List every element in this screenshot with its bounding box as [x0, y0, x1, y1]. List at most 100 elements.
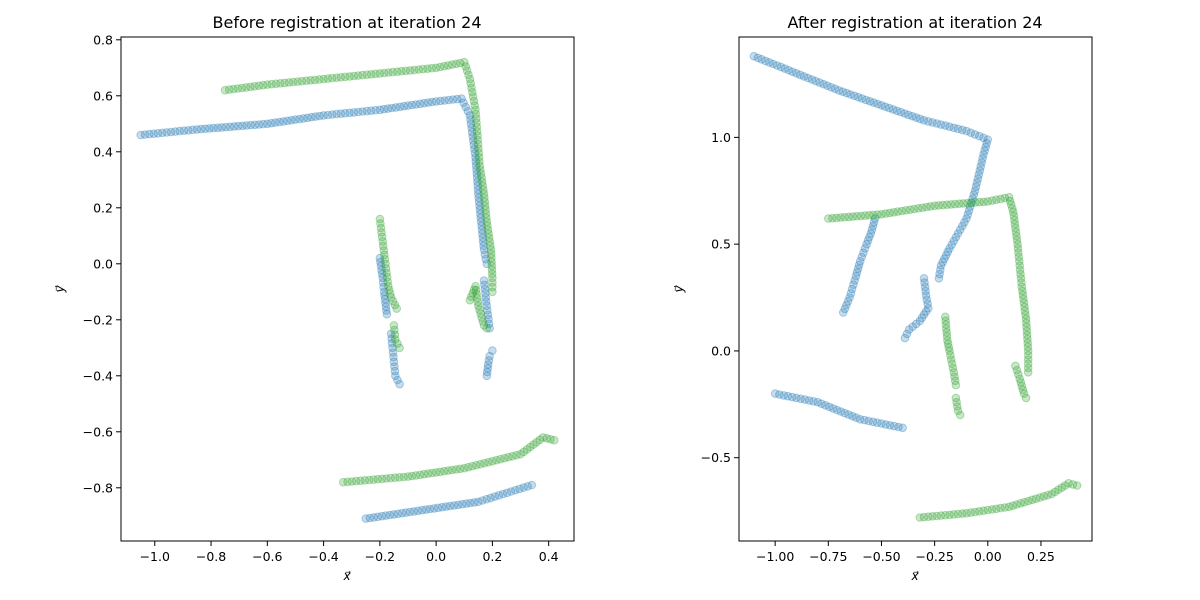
scatter-point — [888, 105, 898, 114]
scatter-point — [853, 264, 863, 274]
scatter-point — [1022, 318, 1031, 328]
scatter-point — [474, 301, 483, 311]
scatter-point — [431, 97, 441, 106]
scatter-point — [942, 328, 952, 337]
scatter-point — [474, 197, 484, 207]
scatter-point — [472, 293, 482, 303]
scatter-point — [378, 273, 388, 283]
scatter-point — [877, 419, 886, 428]
scatter-point — [478, 229, 487, 239]
scatter-point — [1023, 355, 1033, 364]
scatter-point — [250, 82, 259, 91]
scatter-point — [353, 107, 363, 117]
scatter-point — [379, 246, 389, 255]
scatter-point — [950, 376, 960, 386]
scatter-point — [949, 236, 959, 246]
before-registration-plot: Before registration at iteration 24 −1.0… — [53, 13, 575, 583]
scatter-point — [953, 229, 963, 238]
scatter-point — [550, 435, 559, 445]
scatter-point — [254, 120, 264, 129]
scatter-point — [527, 480, 537, 490]
scatter-point — [992, 195, 1001, 204]
scatter-point — [468, 288, 478, 298]
scatter-point — [376, 257, 385, 267]
scatter-point — [873, 210, 882, 219]
scatter-point — [407, 100, 417, 110]
scatter-point — [815, 78, 824, 87]
scatter-point — [494, 491, 504, 500]
scatter-point — [825, 402, 834, 412]
scatter-point — [465, 111, 475, 120]
scatter-point — [866, 229, 876, 238]
scatter-point — [375, 253, 385, 263]
scatter-point — [936, 120, 946, 129]
scatter-point — [857, 94, 867, 103]
scatter-point — [940, 254, 949, 264]
scatter-point — [423, 64, 432, 73]
scatter-point — [832, 405, 842, 415]
scatter-point — [483, 310, 493, 320]
scatter-point — [749, 51, 759, 61]
scatter-point — [307, 112, 316, 122]
x-axis-ticks: −1.00 −0.75 −0.50 −0.25 0.00 0.25 — [756, 541, 1055, 564]
scatter-point — [1012, 500, 1022, 509]
y-axis-ticks: −0.5 0.0 0.5 1.0 — [701, 130, 739, 465]
scatter-point — [987, 505, 997, 514]
scatter-point — [949, 368, 959, 377]
scatter-point — [1022, 326, 1032, 336]
scatter-point — [1021, 310, 1030, 320]
scatter-point — [826, 83, 836, 92]
scatter-point — [380, 254, 390, 264]
scatter-point — [384, 281, 393, 291]
scatter-point — [393, 509, 403, 519]
scatter-points — [136, 57, 559, 523]
scatter-point — [928, 512, 937, 521]
scatter-point — [472, 169, 482, 178]
scatter-point — [315, 111, 324, 121]
scatter-point — [981, 142, 991, 152]
scatter-point — [475, 201, 484, 211]
scatter-point — [487, 269, 497, 279]
scatter-point — [415, 99, 425, 109]
scatter-point — [291, 115, 300, 124]
scatter-point — [469, 136, 478, 145]
scatter-point — [474, 152, 484, 162]
scatter-point — [915, 114, 925, 124]
scatter-point — [963, 210, 973, 219]
scatter-point — [393, 339, 402, 348]
scatter-point — [921, 291, 931, 300]
scatter-point — [496, 454, 505, 464]
x-tick-label: −0.25 — [915, 549, 953, 564]
scatter-point — [171, 127, 180, 136]
scatter-point — [475, 161, 485, 171]
scatter-point — [1013, 244, 1023, 253]
scatter-point — [388, 67, 398, 77]
scatter-point — [917, 313, 927, 323]
scatter-point — [371, 105, 380, 115]
scatter-point — [435, 467, 445, 477]
scatter-point — [241, 83, 251, 92]
scatter-point — [1014, 248, 1023, 257]
scatter-point — [938, 257, 948, 267]
scatter-point — [284, 78, 294, 87]
scatter-point — [970, 507, 980, 517]
scatter-point — [140, 130, 150, 139]
scatter-point — [1028, 495, 1037, 505]
scatter-point — [924, 303, 933, 313]
scatter-point — [436, 96, 445, 106]
scatter-point — [399, 472, 409, 482]
scatter-point — [383, 277, 393, 287]
scatter-point — [487, 253, 496, 263]
scatter-point — [488, 273, 497, 283]
scatter-point — [179, 126, 189, 135]
scatter-point — [384, 68, 393, 77]
scatter-point — [946, 355, 956, 364]
scatter-point — [1022, 322, 1031, 332]
scatter-point — [391, 103, 401, 112]
scatter-point — [522, 445, 532, 454]
scatter-point — [486, 249, 496, 259]
scatter-point — [519, 447, 529, 457]
scatter-point — [229, 122, 239, 131]
scatter-point — [480, 284, 490, 294]
